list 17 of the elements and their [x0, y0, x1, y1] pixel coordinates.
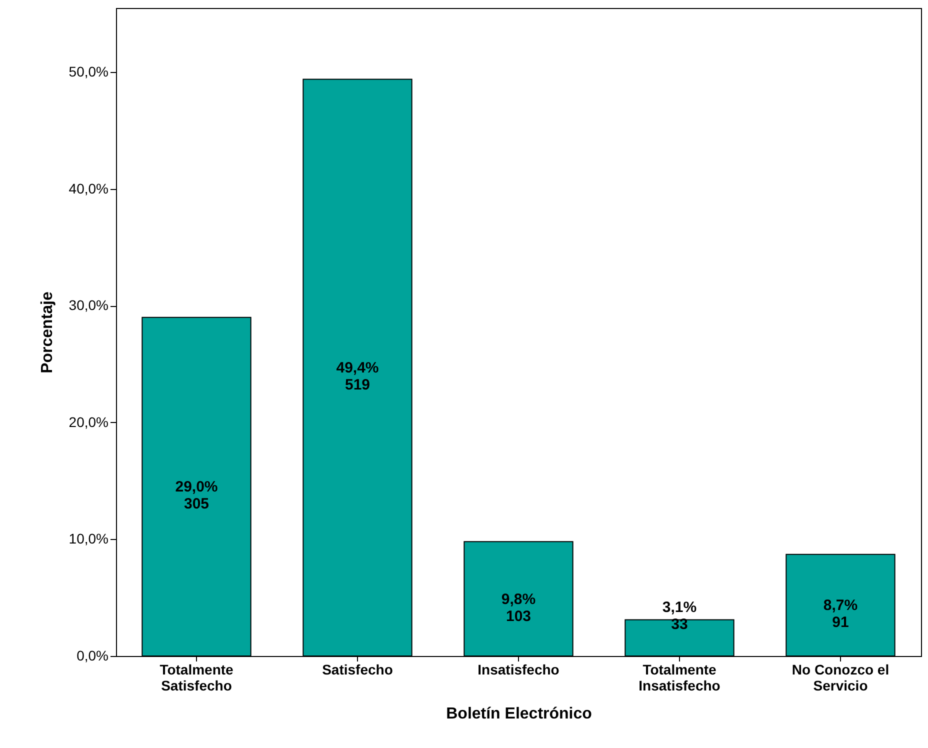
x-tick-label: Satisfecho — [322, 662, 393, 678]
y-tick-label: 40,0% — [68, 180, 108, 196]
data-label: 9,8% 103 — [501, 590, 536, 625]
data-label: 8,7% 91 — [823, 597, 858, 632]
y-axis-title: Porcentaje — [38, 291, 56, 374]
x-tick-label: Totalmente Insatisfecho — [638, 662, 720, 694]
y-tick-label: 30,0% — [68, 297, 108, 314]
data-label: 49,4% 519 — [336, 360, 379, 394]
y-tick-label: 20,0% — [68, 414, 108, 430]
data-label: 29,0% 305 — [175, 478, 218, 513]
x-tick-label: No Conozco el Servicio — [792, 662, 890, 694]
x-tick-label: Insatisfecho — [478, 662, 560, 678]
x-tick-label: Totalmente Satisfecho — [160, 662, 234, 694]
x-axis-title: Boletín Electrónico — [446, 706, 592, 722]
y-tick-label: 50,0% — [68, 64, 108, 80]
y-tick-label: 10,0% — [68, 530, 108, 547]
y-tick-label: 0,0% — [76, 648, 108, 664]
